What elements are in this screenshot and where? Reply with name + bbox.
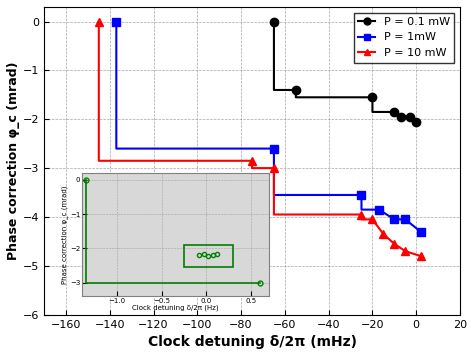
Legend: P = 0.1 mW, P = 1mW, P = 10 mW: P = 0.1 mW, P = 1mW, P = 10 mW [354,12,455,63]
Y-axis label: Phase correction φ_c (mrad): Phase correction φ_c (mrad) [7,62,20,260]
X-axis label: Clock detuning δ/2π (mHz): Clock detuning δ/2π (mHz) [147,335,356,349]
